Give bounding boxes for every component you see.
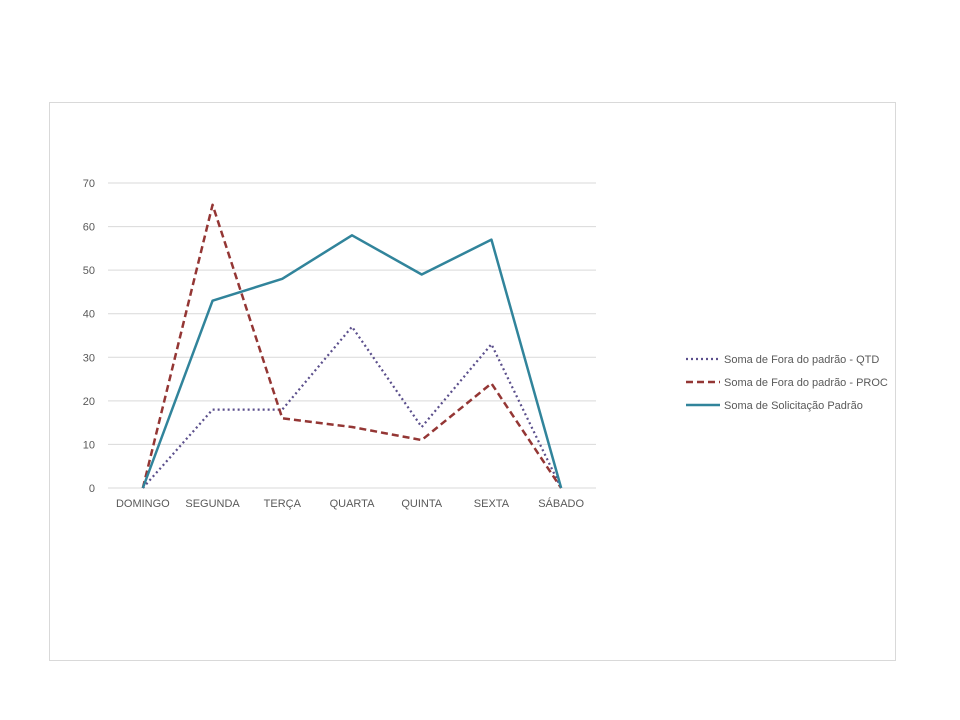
y-axis-ticks: 0 10 20 30 40 50 60 70 [83,178,95,495]
legend-label: Soma de Fora do padrão - QTD [724,354,879,366]
y-tick-label: 10 [83,439,95,451]
x-tick-label: SEGUNDA [185,498,240,510]
x-tick-label: QUINTA [401,498,442,510]
y-tick-label: 20 [83,396,95,408]
chart-area: 0 10 20 30 40 50 60 70 DOMINGO SEGUNDA TERÇA QUART… [49,102,896,661]
y-tick-label: 60 [83,222,95,234]
line-chart: 0 10 20 30 40 50 60 70 DOMINGO SEGUNDA TERÇA QUART… [83,178,888,510]
y-tick-label: 30 [83,352,95,364]
legend-label: Soma de Fora do padrão - PROC [724,377,888,389]
series-line-3 [141,234,563,489]
x-tick-label: DOMINGO [116,498,170,510]
series-line-1 [142,325,563,489]
legend: Soma de Fora do padrão - QTD Soma de Fora… [686,354,888,412]
x-tick-label: TERÇA [264,498,302,510]
series-line-2 [141,203,563,489]
y-tick-label: 0 [89,483,95,495]
y-tick-label: 40 [83,309,95,321]
x-axis-ticks: DOMINGO SEGUNDA TERÇA QUARTA QUINTA SEXTA SÁBA… [116,497,585,510]
x-tick-label: QUARTA [330,498,375,510]
y-tick-label: 70 [83,178,95,190]
x-tick-label: SÁBADO [538,497,584,510]
x-tick-label: SEXTA [474,498,510,510]
series-lines [141,203,563,489]
y-tick-label: 50 [83,265,95,277]
legend-label: Soma de Solicitação Padrão [724,400,863,412]
gridlines [108,182,596,489]
